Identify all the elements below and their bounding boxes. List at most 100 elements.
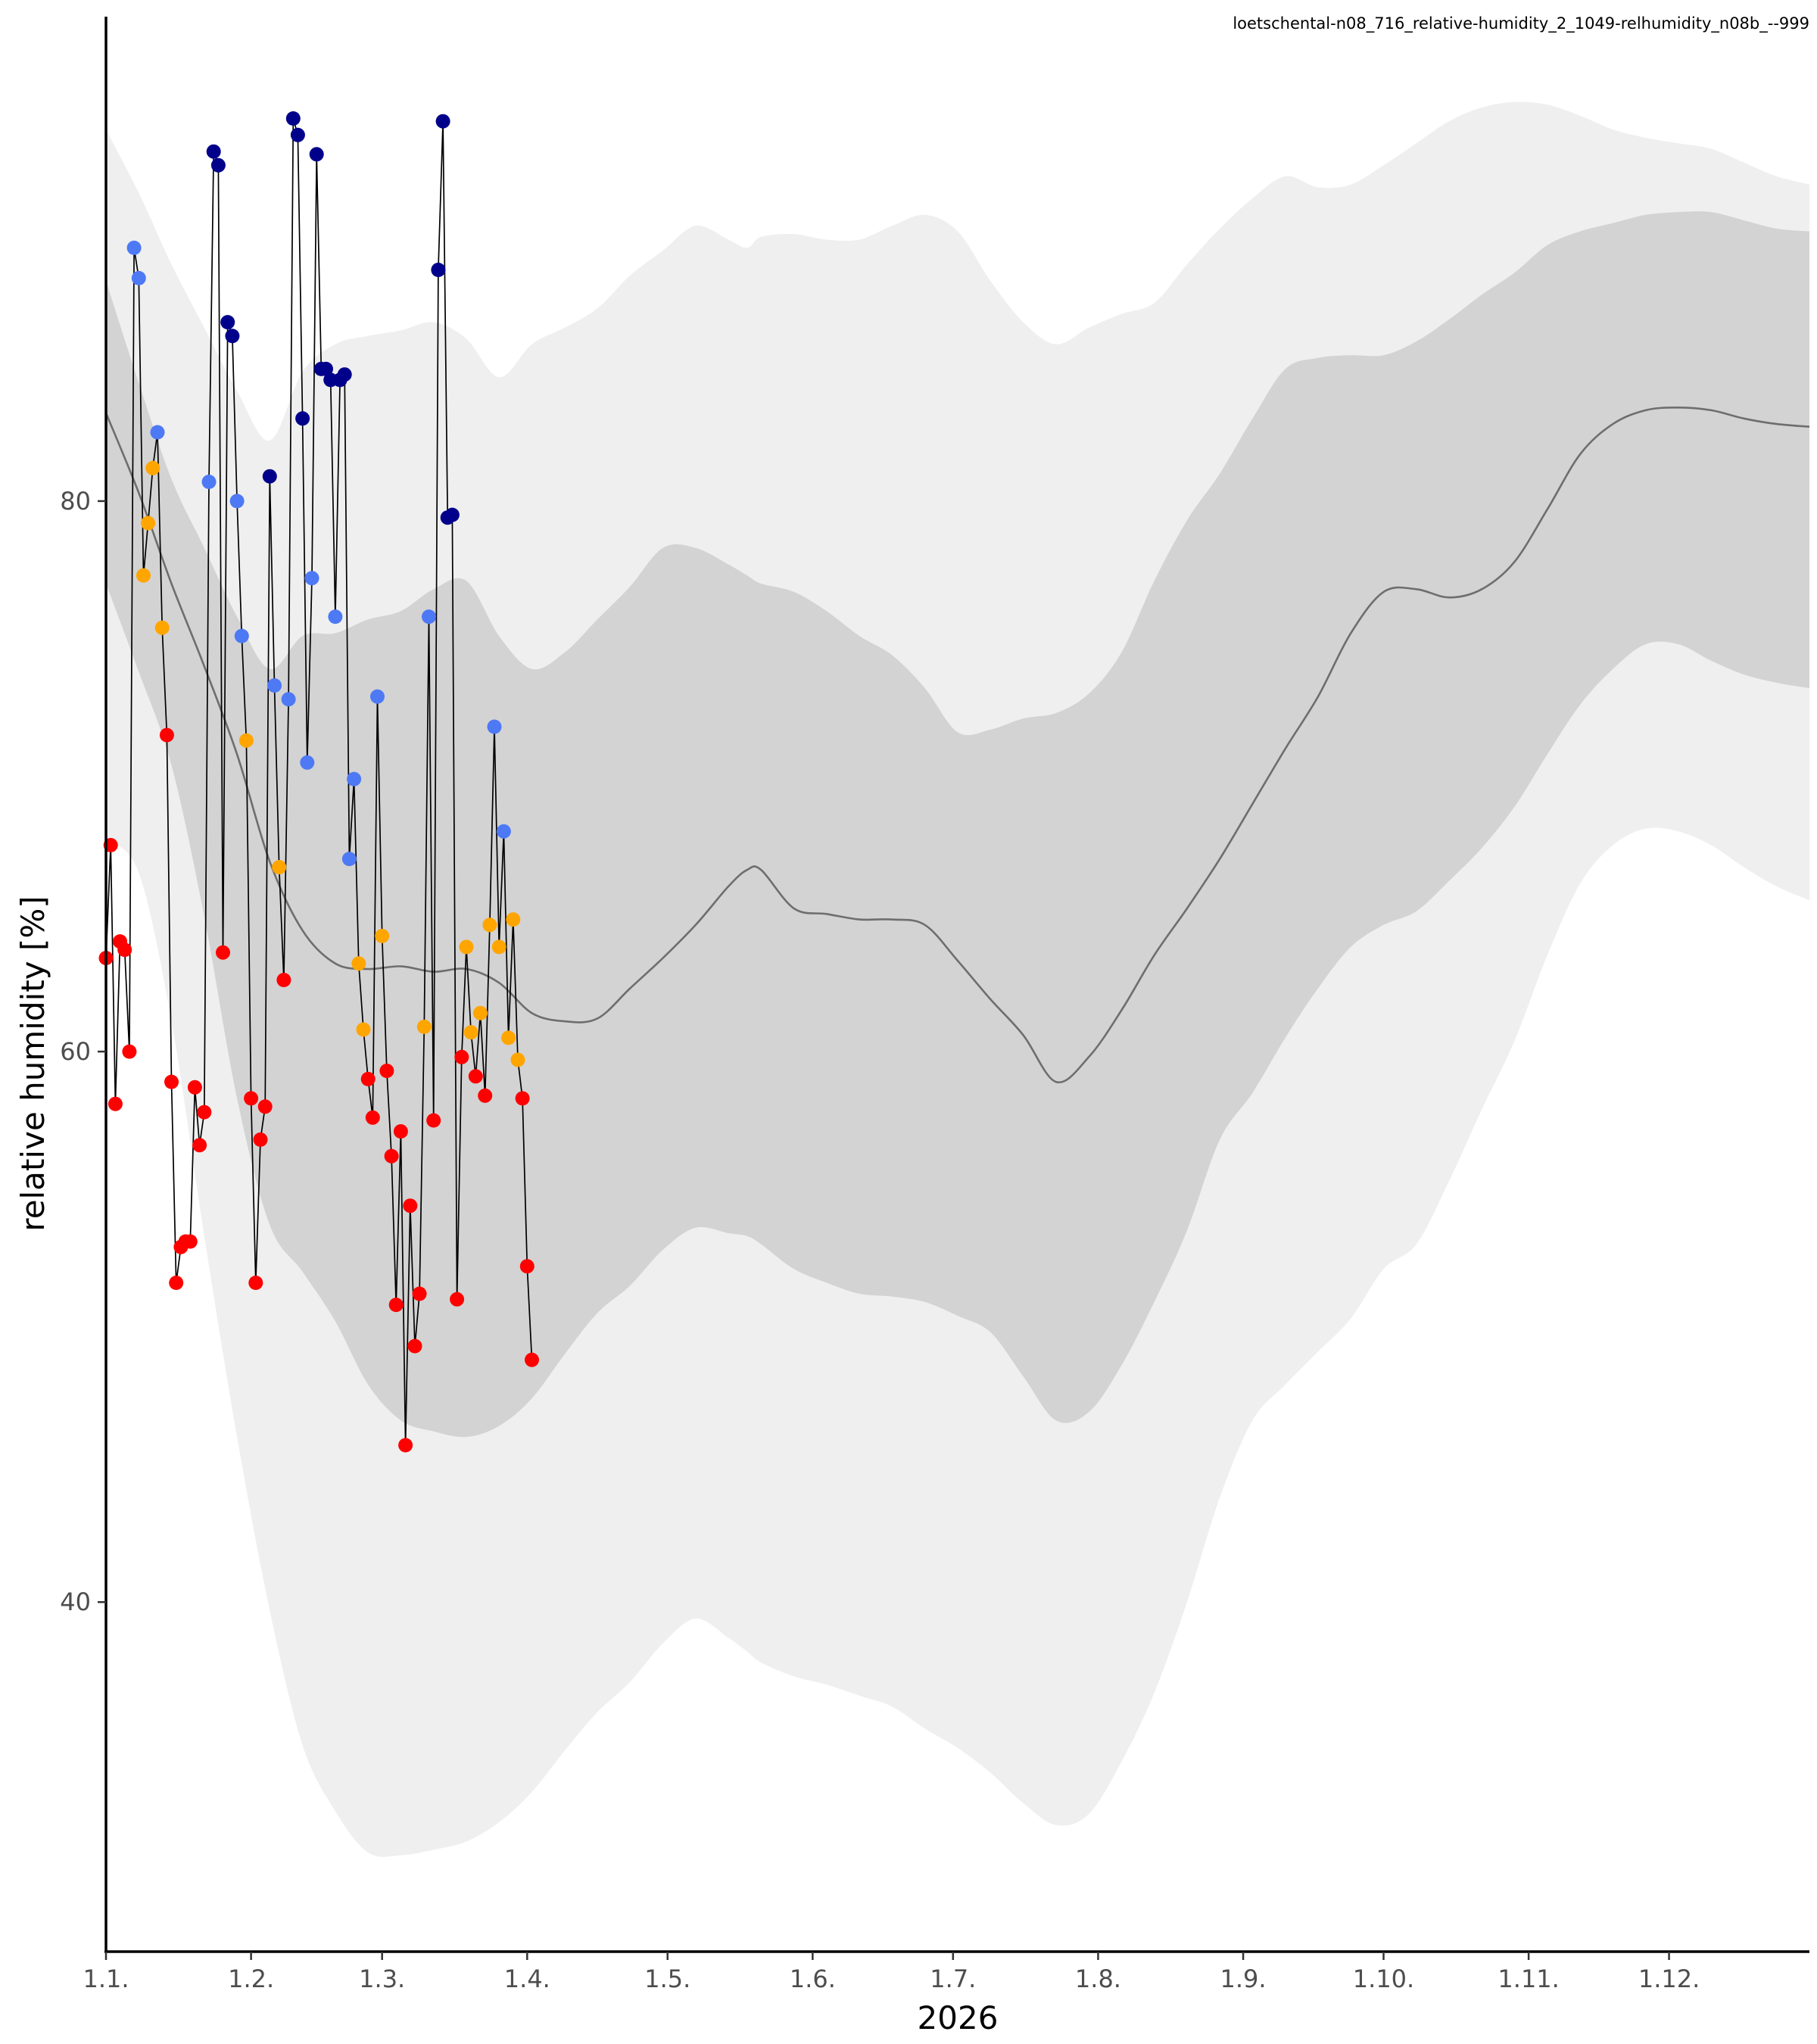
x-tick-label: 1.1.	[83, 1965, 129, 1993]
observation-point-red	[426, 1113, 441, 1128]
observation-point-lightblue	[496, 824, 511, 839]
observation-point-darkblue	[220, 315, 235, 330]
climatology-bands	[106, 101, 1809, 1857]
observation-point-red	[403, 1198, 418, 1214]
y-tick-label: 40	[60, 1588, 91, 1616]
axes	[104, 17, 1809, 1953]
observation-point-orange	[416, 1019, 432, 1034]
observation-point-darkblue	[319, 361, 333, 376]
observation-point-orange	[145, 460, 161, 475]
observation-point-lightblue	[370, 689, 385, 704]
observation-point-lightblue	[304, 571, 319, 586]
observation-point-red	[360, 1071, 376, 1086]
observation-point-red	[379, 1064, 394, 1078]
observation-point-red	[450, 1292, 465, 1307]
tick-layer: 1.1. 1.2. 1.3. 1.4. 1.5. 1.6. 1.7. 1.8. 1.9. 1.10…	[60, 487, 1700, 1993]
observation-point-red	[407, 1338, 422, 1354]
observation-layer	[98, 111, 539, 1453]
observation-point-red	[197, 1105, 212, 1120]
x-tick-label: 1.5.	[644, 1965, 690, 1993]
x-tick-label: 1.8.	[1075, 1965, 1121, 1993]
x-tick-label: 1.7.	[930, 1965, 976, 1993]
y-tick-label: 80	[60, 487, 91, 516]
x-tick-label: 1.12.	[1638, 1965, 1700, 1993]
x-tick-label: 1.4.	[504, 1965, 550, 1993]
observation-point-darkblue	[295, 411, 310, 426]
observation-point-darkblue	[337, 367, 352, 382]
observation-point-lightblue	[347, 771, 362, 787]
observation-point-red	[117, 943, 132, 958]
observation-point-red	[122, 1044, 137, 1059]
observation-point-darkblue	[290, 127, 305, 142]
x-tick-label: 1.2.	[228, 1965, 274, 1993]
observation-point-red	[108, 1096, 123, 1111]
observation-point-orange	[459, 939, 474, 955]
observation-point-lightblue	[229, 494, 245, 509]
observation-point-red	[187, 1080, 202, 1095]
observation-point-darkblue	[285, 111, 301, 126]
x-tick-label: 1.11.	[1498, 1965, 1559, 1993]
observation-point-red	[468, 1069, 483, 1084]
observation-point-lightblue	[341, 852, 357, 867]
observation-point-red	[216, 945, 230, 960]
observation-point-red	[248, 1276, 263, 1290]
observation-point-orange	[154, 620, 170, 635]
observation-point-red	[398, 1438, 413, 1453]
observation-point-red	[519, 1259, 535, 1274]
observation-point-orange	[491, 939, 506, 955]
observation-point-red	[384, 1148, 399, 1164]
observation-point-red	[182, 1234, 198, 1249]
x-tick-label: 1.3.	[359, 1965, 405, 1993]
chart-title: loetschental-n08_716_relative-humidity_2…	[1233, 14, 1809, 33]
observation-point-lightblue	[201, 475, 217, 489]
observation-point-orange	[463, 1025, 478, 1040]
observation-point-red	[159, 728, 174, 743]
observation-point-lightblue	[126, 240, 142, 255]
observation-point-red	[388, 1298, 404, 1313]
y-axis-title: relative humidity [%]	[14, 896, 51, 1231]
observation-point-red	[276, 973, 291, 987]
observation-point-orange	[141, 516, 156, 531]
observation-point-orange	[482, 918, 497, 933]
median-line-layer	[104, 406, 1810, 1084]
observation-point-lightblue	[281, 692, 296, 707]
x-axis-title: 2026	[918, 1999, 999, 2036]
observation-point-lightblue	[487, 719, 502, 734]
observation-point-lightblue	[234, 628, 249, 643]
inner-percentile-band	[106, 211, 1809, 1438]
observation-point-red	[454, 1049, 469, 1064]
observation-point-darkblue	[431, 263, 446, 277]
observation-point-lightblue	[267, 678, 282, 693]
x-tick-label: 1.6.	[790, 1965, 836, 1993]
x-tick-label: 1.10.	[1353, 1965, 1414, 1993]
observation-point-red	[257, 1099, 273, 1114]
observation-point-darkblue	[309, 147, 324, 162]
observation-point-orange	[351, 956, 366, 971]
observation-point-orange	[272, 860, 287, 874]
observation-point-red	[393, 1124, 408, 1139]
observation-point-orange	[506, 912, 521, 927]
observation-point-red	[525, 1352, 539, 1367]
observation-point-lightblue	[328, 609, 343, 625]
observation-point-lightblue	[422, 609, 436, 625]
observation-point-red	[515, 1091, 530, 1106]
observation-point-lightblue	[300, 755, 315, 770]
observation-point-red	[192, 1138, 207, 1153]
y-tick-label: 60	[60, 1037, 91, 1066]
observation-point-lightblue	[150, 425, 165, 440]
observation-point-darkblue	[435, 114, 450, 129]
x-tick-label: 1.9.	[1220, 1965, 1267, 1993]
observation-point-darkblue	[225, 329, 240, 344]
observation-point-lightblue	[131, 270, 146, 285]
observation-point-darkblue	[210, 157, 226, 173]
observation-point-red	[244, 1091, 259, 1106]
observation-point-orange	[473, 1005, 488, 1020]
observation-point-orange	[238, 733, 254, 748]
observation-point-red	[412, 1286, 427, 1301]
observation-point-orange	[136, 568, 151, 583]
observation-point-red	[365, 1110, 380, 1125]
observation-point-red	[164, 1074, 179, 1089]
observation-point-orange	[356, 1022, 371, 1037]
